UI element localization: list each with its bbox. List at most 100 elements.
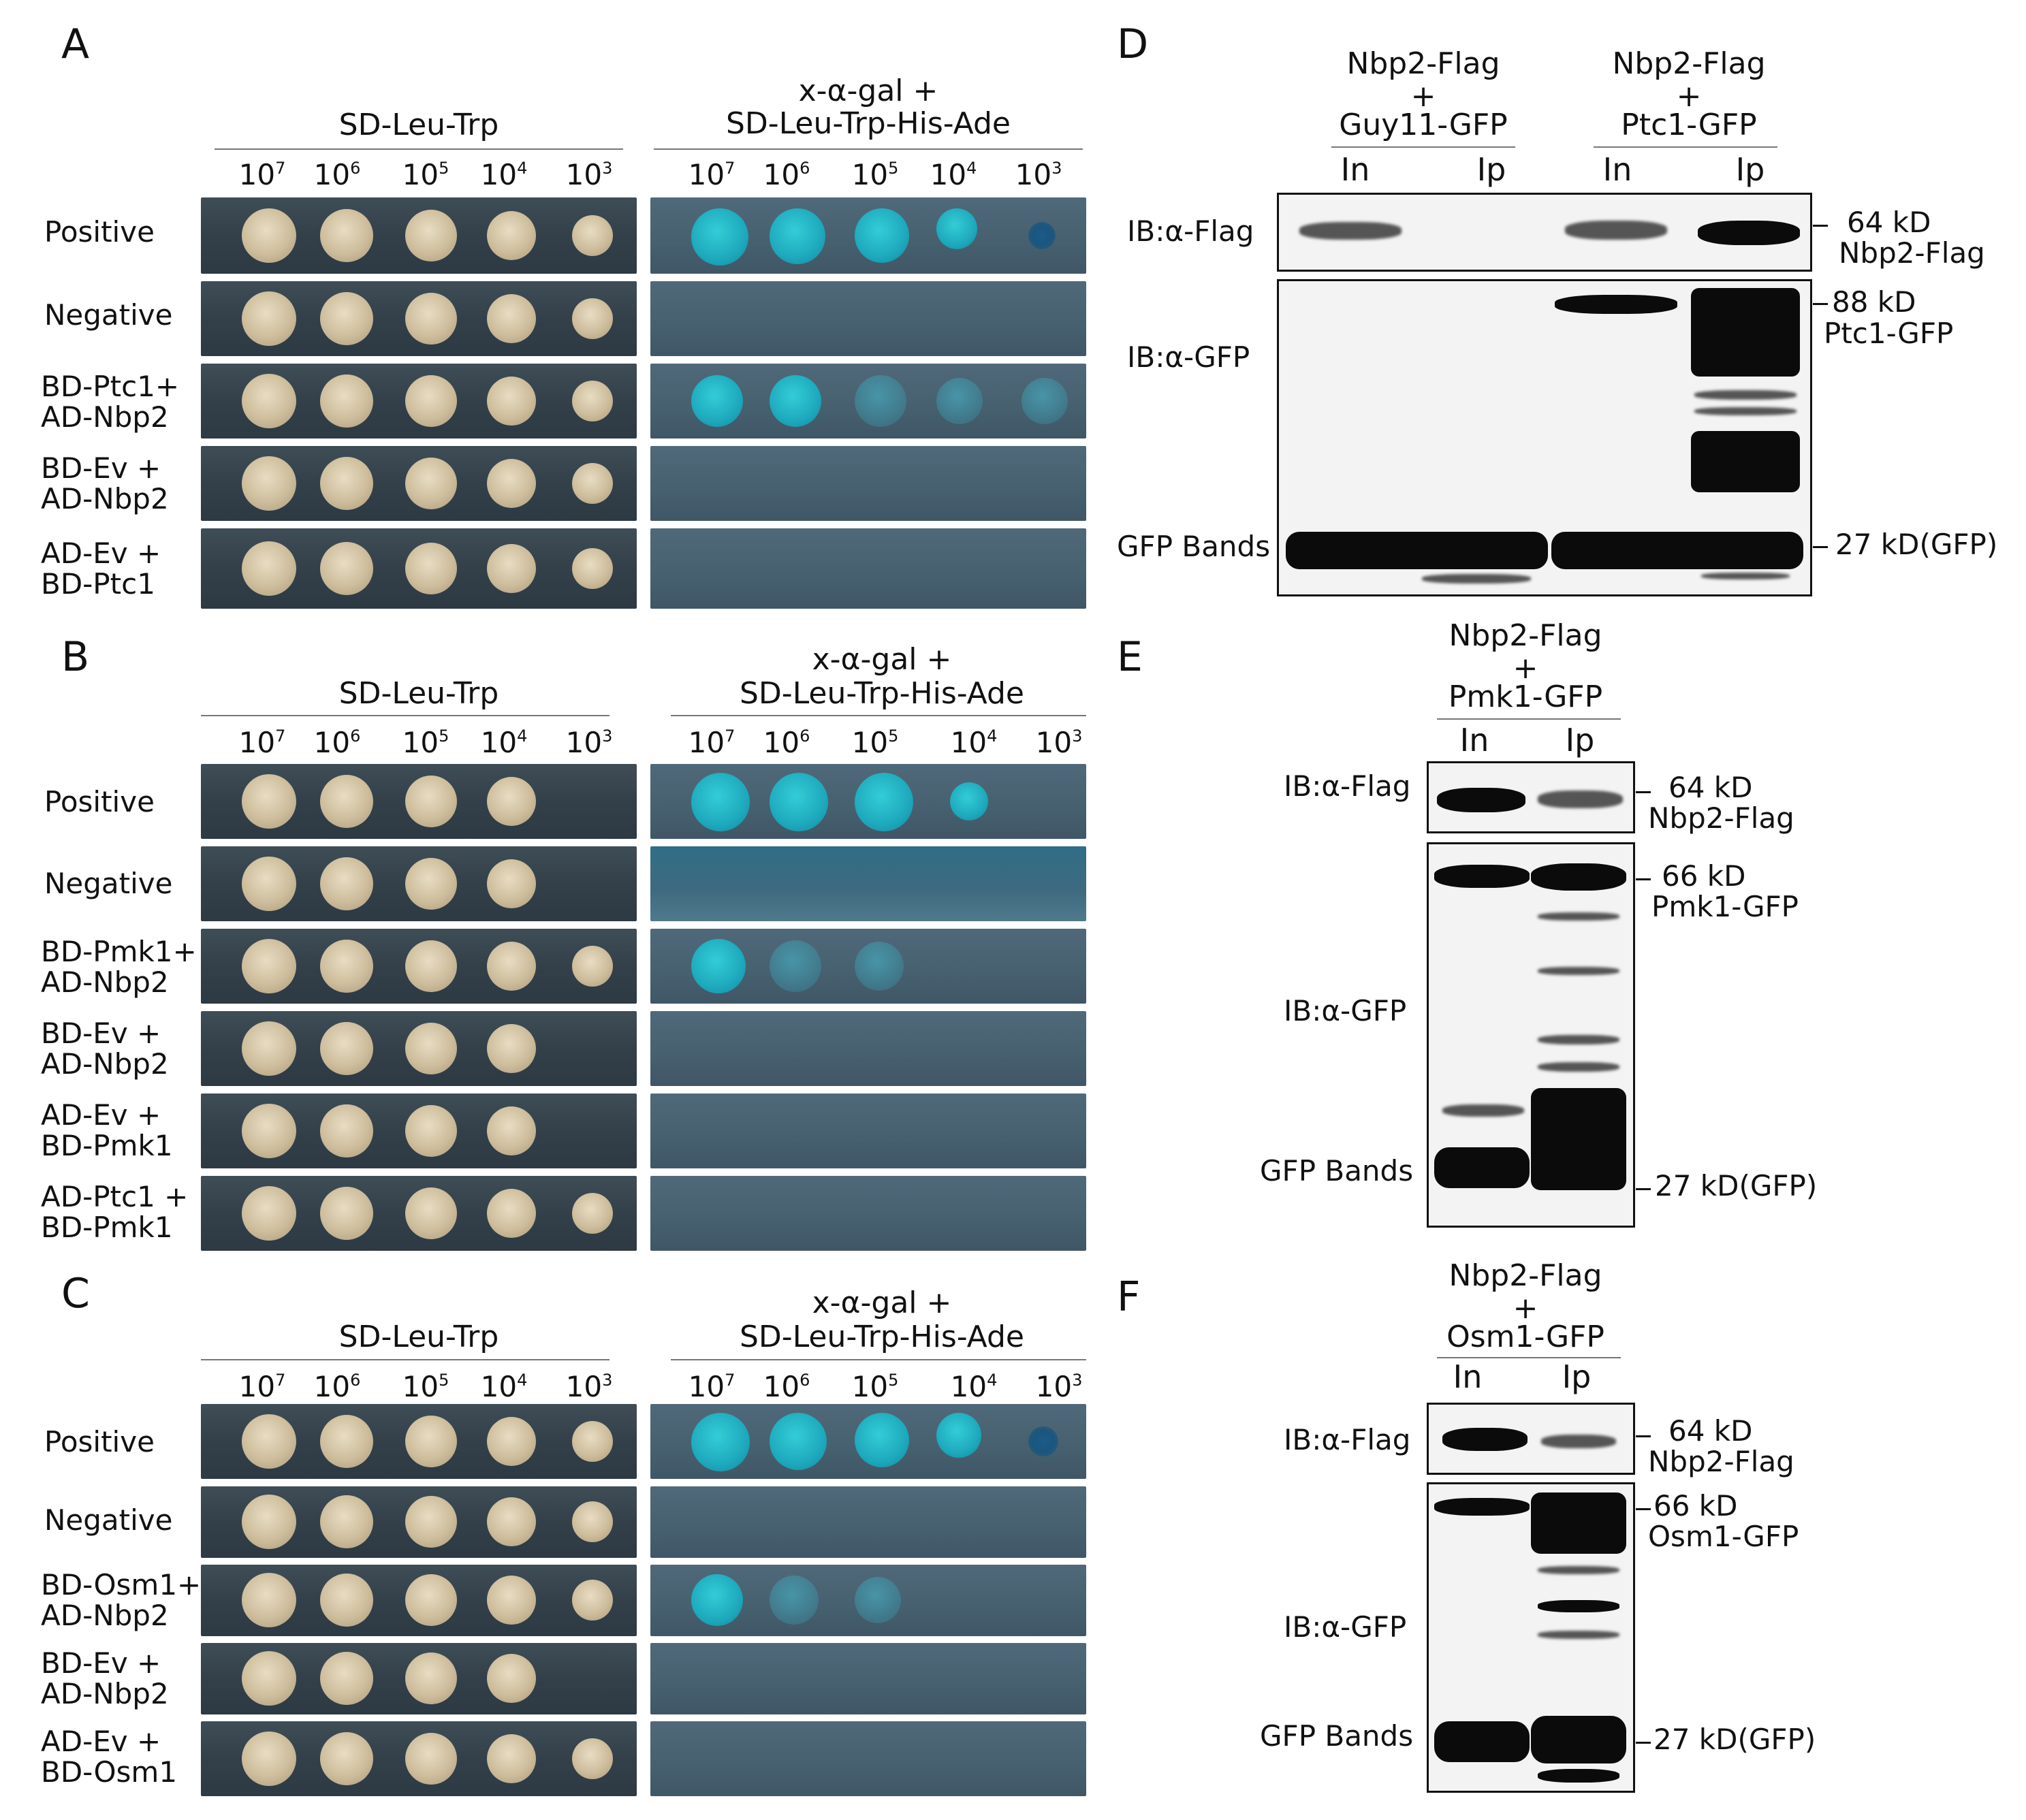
colony-spot: [770, 375, 821, 427]
marker-label: 66 kD: [1662, 859, 1746, 893]
lane-label: Ip: [1565, 722, 1595, 759]
blot-band: [1531, 1492, 1626, 1554]
marker-tick: [1636, 1742, 1651, 1744]
blot-band: [1538, 1062, 1619, 1072]
header-rule: [654, 148, 1083, 150]
marker-label: Nbp2-Flag: [1839, 236, 1985, 270]
dilution-label: 106: [313, 726, 361, 759]
colony-spot: [242, 456, 296, 511]
panel-letter-a: A: [61, 20, 90, 68]
colony-spot: [242, 774, 296, 829]
colony-spot: [572, 1421, 613, 1462]
blot-band: [1698, 221, 1800, 245]
dilution-label: 106: [763, 158, 810, 191]
blot-band: [1531, 1716, 1626, 1763]
colony-spot: [320, 775, 373, 828]
marker-tick: [1636, 791, 1651, 793]
marker-tick: [1813, 303, 1828, 305]
lane-group-header: Nbp2-Flag: [1346, 46, 1500, 81]
colony-spot: [572, 1501, 613, 1542]
plate-row: [650, 1011, 1086, 1086]
colony-spot: [855, 375, 906, 427]
colony-spot: [405, 858, 457, 910]
panel-letter-e: E: [1117, 633, 1143, 681]
row-label: BD-Ev +: [41, 451, 161, 485]
colony-spot: [320, 1415, 373, 1468]
colony-spot: [487, 859, 536, 908]
dilution-label: 104: [480, 158, 528, 191]
colony-spot: [405, 1023, 457, 1074]
dilution-label: 105: [402, 726, 449, 759]
colony-spot: [691, 773, 750, 831]
colony-spot: [242, 1104, 296, 1158]
marker-tick: [1636, 1508, 1651, 1510]
header-rule: [1437, 718, 1621, 720]
colony-spot: [242, 1573, 296, 1627]
dilution-label: 103: [565, 726, 613, 759]
panel-letter-c: C: [61, 1270, 90, 1318]
dilution-label: 106: [313, 1370, 361, 1403]
dilution-label: 104: [480, 1370, 528, 1403]
blot-band: [1538, 1035, 1619, 1044]
western-blot-gfp-f: [1427, 1482, 1635, 1793]
blot-band: [1434, 865, 1530, 888]
lane-group-header: +: [1676, 79, 1702, 114]
colony-spot: [320, 857, 373, 910]
blot-band: [1538, 1631, 1619, 1639]
lane-group-header: Nbp2-Flag: [1449, 618, 1602, 653]
colony-spot: [487, 544, 536, 593]
dilution-label: 105: [851, 158, 899, 191]
blot-band: [1531, 863, 1626, 891]
colony-spot: [242, 1021, 296, 1076]
colony-spot: [691, 939, 746, 993]
colony-spot: [770, 773, 828, 831]
ib-gfp-label: IB:α-GFP: [1127, 340, 1250, 374]
blot-band: [1701, 573, 1790, 579]
marker-label: Nbp2-Flag: [1648, 801, 1794, 835]
colony-spot: [855, 942, 904, 991]
marker-label: Pmk1-GFP: [1651, 890, 1799, 923]
colony-spot: [320, 1495, 373, 1548]
colony-spot: [320, 1022, 373, 1075]
dilution-label: 103: [1015, 158, 1062, 191]
dilution-label: 107: [238, 726, 286, 759]
blot-band: [1434, 1498, 1530, 1516]
blot-band: [1565, 221, 1667, 240]
colony-spot: [320, 1652, 373, 1705]
marker-label: 64 kD: [1668, 771, 1753, 804]
colony-spot: [242, 1651, 296, 1706]
colony-spot: [320, 542, 373, 595]
dilution-label: 104: [930, 158, 977, 191]
row-label: Negative: [44, 1503, 173, 1537]
blot-band: [1286, 532, 1548, 569]
colony-spot: [855, 1577, 901, 1623]
colony-spot: [487, 459, 536, 508]
colony-spot: [770, 1413, 827, 1470]
lane-group-header: Ptc1-GFP: [1621, 108, 1757, 142]
colony-spot: [572, 463, 613, 504]
colony-spot: [572, 1193, 613, 1234]
marker-tick: [1813, 546, 1828, 548]
xgal-header-b-line2: SD-Leu-Trp-His-Ade: [740, 676, 1024, 711]
colony-spot: [691, 208, 748, 266]
panel-letter-f: F: [1117, 1273, 1141, 1321]
ib-gfp-label: IB:α-GFP: [1284, 994, 1407, 1027]
colony-spot: [936, 208, 977, 249]
xgal-header-b-line1: x-α-gal +: [812, 642, 952, 677]
blot-band: [1694, 390, 1797, 400]
colony-spot: [242, 374, 296, 428]
colony-spot: [405, 458, 457, 509]
dilution-label: 106: [313, 158, 361, 191]
gfp-bands-label: GFP Bands: [1260, 1719, 1414, 1753]
colony-spot: [936, 378, 983, 424]
lane-group-header: Osm1-GFP: [1446, 1320, 1604, 1354]
sd-header-c: SD-Leu-Trp: [338, 1320, 499, 1354]
colony-spot: [242, 1495, 296, 1549]
blot-band: [1691, 288, 1800, 377]
blot-band: [1531, 1088, 1626, 1190]
colony-spot: [487, 377, 536, 426]
colony-spot: [487, 1576, 536, 1625]
colony-spot: [487, 1497, 536, 1546]
row-label: BD-Pmk1: [41, 1129, 173, 1162]
dilution-label: 105: [851, 1370, 899, 1403]
